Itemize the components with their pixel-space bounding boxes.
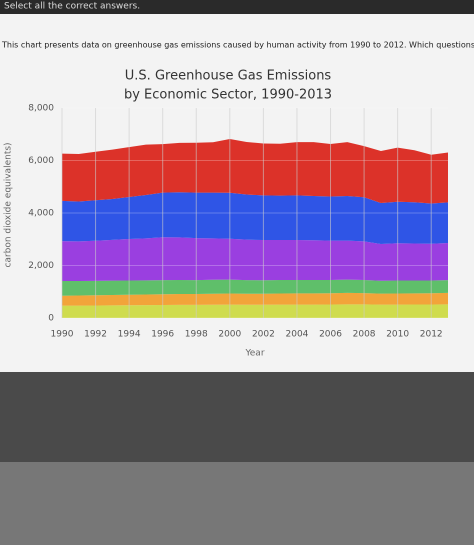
- x-tick-label: 1990: [51, 330, 74, 340]
- x-tick-label: 2010: [386, 330, 409, 340]
- x-tick-label: 1992: [84, 330, 107, 340]
- bezel: [0, 372, 474, 462]
- y-tick-label: 8,000: [28, 104, 54, 114]
- area: [62, 279, 448, 296]
- x-tick-label: 2012: [420, 330, 443, 340]
- chart-title: U.S. Greenhouse Gas Emissions: [125, 69, 332, 84]
- area: [62, 138, 448, 204]
- x-tick-label: 2002: [252, 330, 275, 340]
- x-tick-label: 2004: [286, 330, 309, 340]
- keyboard-deck: [0, 462, 474, 545]
- y-tick-label: 0: [48, 314, 54, 324]
- area: [62, 304, 448, 318]
- area: [62, 237, 448, 281]
- y-tick-label: 6,000: [28, 156, 54, 166]
- y-axis-label: carbon dioxide equivalents): [4, 142, 14, 267]
- chart-subtitle: by Economic Sector, 1990-2013: [124, 88, 332, 103]
- x-tick-label: 2000: [218, 330, 241, 340]
- x-tick-label: 2006: [319, 330, 342, 340]
- top-bar: [0, 0, 474, 14]
- x-tick-label: 2008: [353, 330, 376, 340]
- y-tick-label: 2,000: [28, 261, 54, 271]
- y-tick-label: 4,000: [28, 209, 54, 219]
- prompt: This chart presents data on greenhouse g…: [1, 41, 474, 50]
- x-tick-label: 1994: [118, 330, 141, 340]
- instruction: Select all the correct answers.: [4, 2, 140, 12]
- area: [62, 292, 448, 306]
- area: [62, 192, 448, 244]
- x-tick-label: 1996: [151, 330, 174, 340]
- x-axis-label: Year: [244, 349, 264, 359]
- x-tick-label: 1998: [185, 330, 208, 340]
